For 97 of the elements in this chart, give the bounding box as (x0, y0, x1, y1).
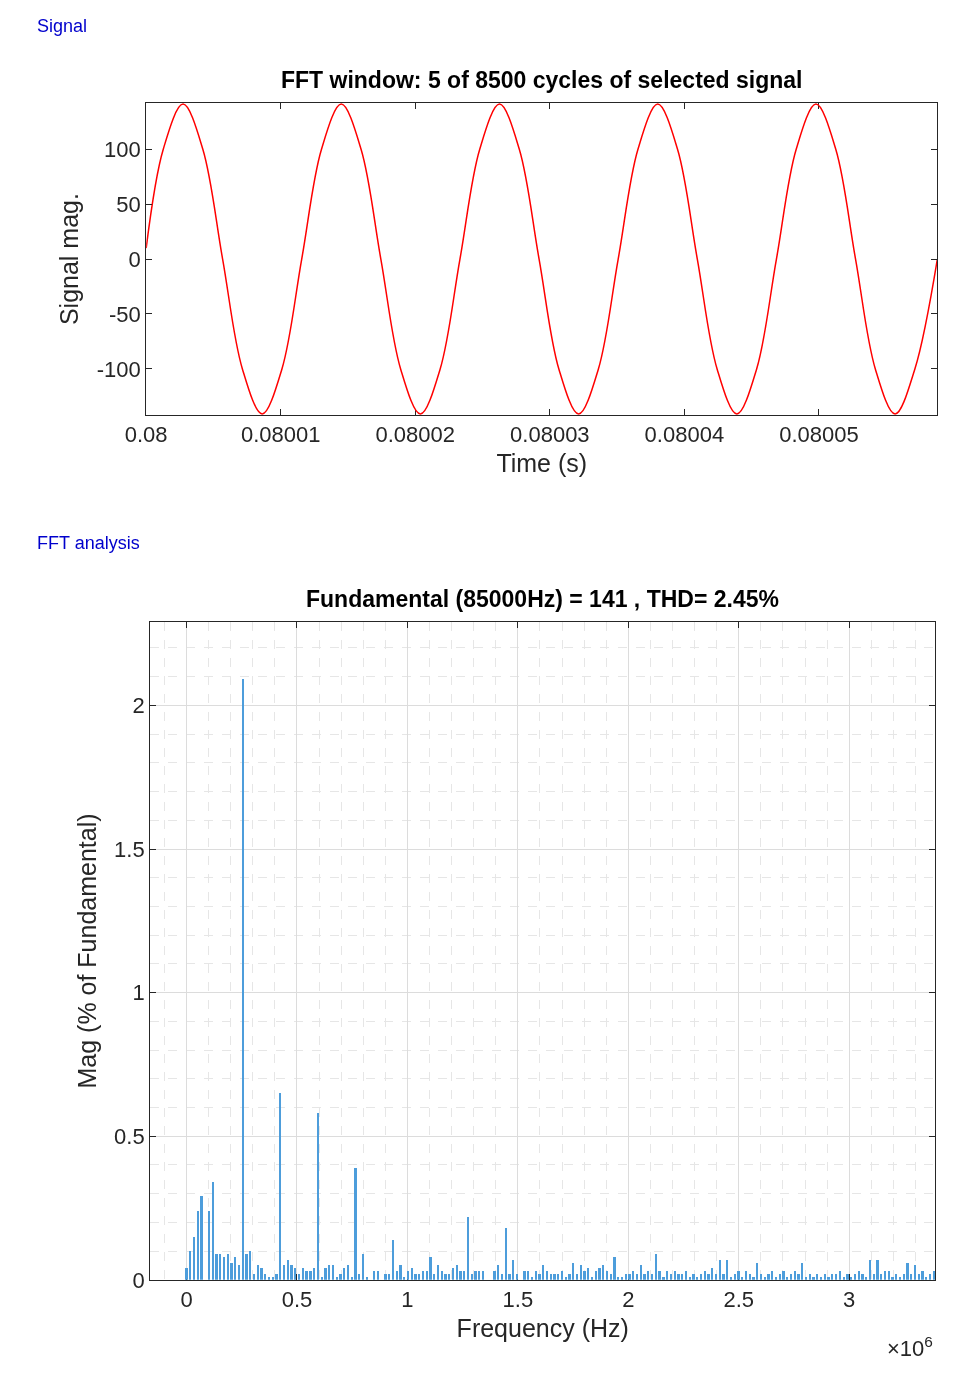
bar (257, 1265, 260, 1280)
bar (914, 1265, 917, 1280)
bar (212, 1182, 215, 1280)
bar (313, 1268, 316, 1280)
bar (580, 1265, 583, 1280)
bar (343, 1268, 346, 1280)
bar (542, 1265, 545, 1280)
x-tick-label: 0.08004 (644, 422, 725, 448)
bar (200, 1196, 204, 1280)
bar (711, 1268, 714, 1280)
bar (505, 1228, 508, 1280)
x-axis-title: Frequency (Hz) (456, 1314, 629, 1343)
bar (317, 1113, 320, 1280)
text: ×10$^{6}$ (887, 1333, 933, 1362)
bar (411, 1268, 414, 1280)
bar (305, 1271, 309, 1280)
bar (189, 1251, 192, 1280)
y-tick-label: 1 (132, 980, 145, 1006)
bar (456, 1265, 459, 1280)
x-tick-label: 1 (401, 1287, 414, 1313)
x-tick-label: 0.5 (281, 1287, 313, 1313)
y-tick-label: -100 (96, 356, 141, 382)
bar (219, 1254, 222, 1280)
bar (726, 1260, 729, 1280)
y-tick-label: 0 (128, 246, 141, 272)
bar (260, 1268, 264, 1280)
text: Signal (37, 16, 88, 36)
text: FFT analysis (37, 533, 140, 553)
bar (876, 1260, 880, 1280)
bar (324, 1268, 328, 1280)
bar (467, 1217, 470, 1280)
bar (332, 1265, 335, 1280)
x-tick-label: 2.5 (723, 1287, 755, 1313)
chart-title: Fundamental (85000Hz) = 141 , THD= 2.45% (306, 586, 779, 612)
bar (921, 1271, 925, 1280)
bar (294, 1268, 297, 1280)
bar (279, 1093, 282, 1280)
bar (362, 1254, 365, 1280)
bar (602, 1265, 605, 1280)
bar (238, 1265, 241, 1280)
y-tick-label: 0 (132, 1267, 145, 1293)
bar (497, 1265, 500, 1280)
x-tick-label: 0 (180, 1287, 193, 1313)
bar (512, 1260, 515, 1280)
bar (283, 1265, 286, 1280)
y-tick-label: 0.5 (114, 1123, 145, 1149)
bar (392, 1240, 395, 1280)
bar (309, 1271, 313, 1280)
bar (598, 1268, 602, 1280)
bar (572, 1263, 575, 1280)
bar (193, 1237, 196, 1280)
bar (655, 1254, 658, 1280)
x-tick-label: 0.08001 (240, 422, 321, 448)
bar (249, 1251, 252, 1280)
bar (287, 1260, 290, 1280)
y-axis-title: Signal mag. (55, 193, 84, 326)
bar (906, 1263, 910, 1280)
y-tick-label: -50 (108, 301, 141, 327)
x-tick-label: 0.08005 (779, 422, 859, 448)
bar (354, 1168, 358, 1280)
bar (399, 1265, 403, 1280)
y-tick-label: 100 (104, 136, 141, 162)
bar (801, 1263, 804, 1280)
chart-title: FFT window: 5 of 8500 cycles of selected signal (281, 67, 803, 93)
bar (640, 1265, 643, 1280)
bar (347, 1265, 350, 1280)
x-tick-label: 0.08 (124, 422, 168, 448)
bar (474, 1271, 478, 1280)
bar (223, 1257, 226, 1280)
bar (756, 1263, 759, 1280)
y-tick-label: 1.5 (114, 836, 145, 862)
bar (302, 1268, 305, 1280)
bar (719, 1260, 722, 1280)
x-tick-label: 1.5 (502, 1287, 534, 1313)
bar (587, 1268, 590, 1280)
bar (523, 1271, 527, 1280)
x-axis-title: Time (s) (496, 449, 588, 478)
bar (208, 1211, 211, 1280)
x-tick-label: 0.08002 (375, 422, 456, 448)
bar (737, 1271, 741, 1280)
bar (869, 1260, 872, 1280)
line-series (146, 103, 938, 415)
y-axis-title: Mag (% of Fundamental) (72, 813, 101, 1089)
bar (242, 679, 245, 1280)
x-tick-label: 3 (843, 1287, 856, 1313)
y-tick-label: 50 (116, 191, 141, 217)
bar (782, 1271, 786, 1280)
y-tick-label: 2 (132, 693, 145, 719)
bar (452, 1268, 455, 1280)
x-tick-label: 0.08003 (510, 422, 590, 448)
bar (234, 1257, 237, 1280)
bar (613, 1257, 617, 1280)
bar (437, 1265, 440, 1280)
bar (328, 1265, 331, 1280)
bar (227, 1254, 230, 1280)
bar (429, 1257, 433, 1280)
x-tick-label: 2 (622, 1287, 635, 1313)
